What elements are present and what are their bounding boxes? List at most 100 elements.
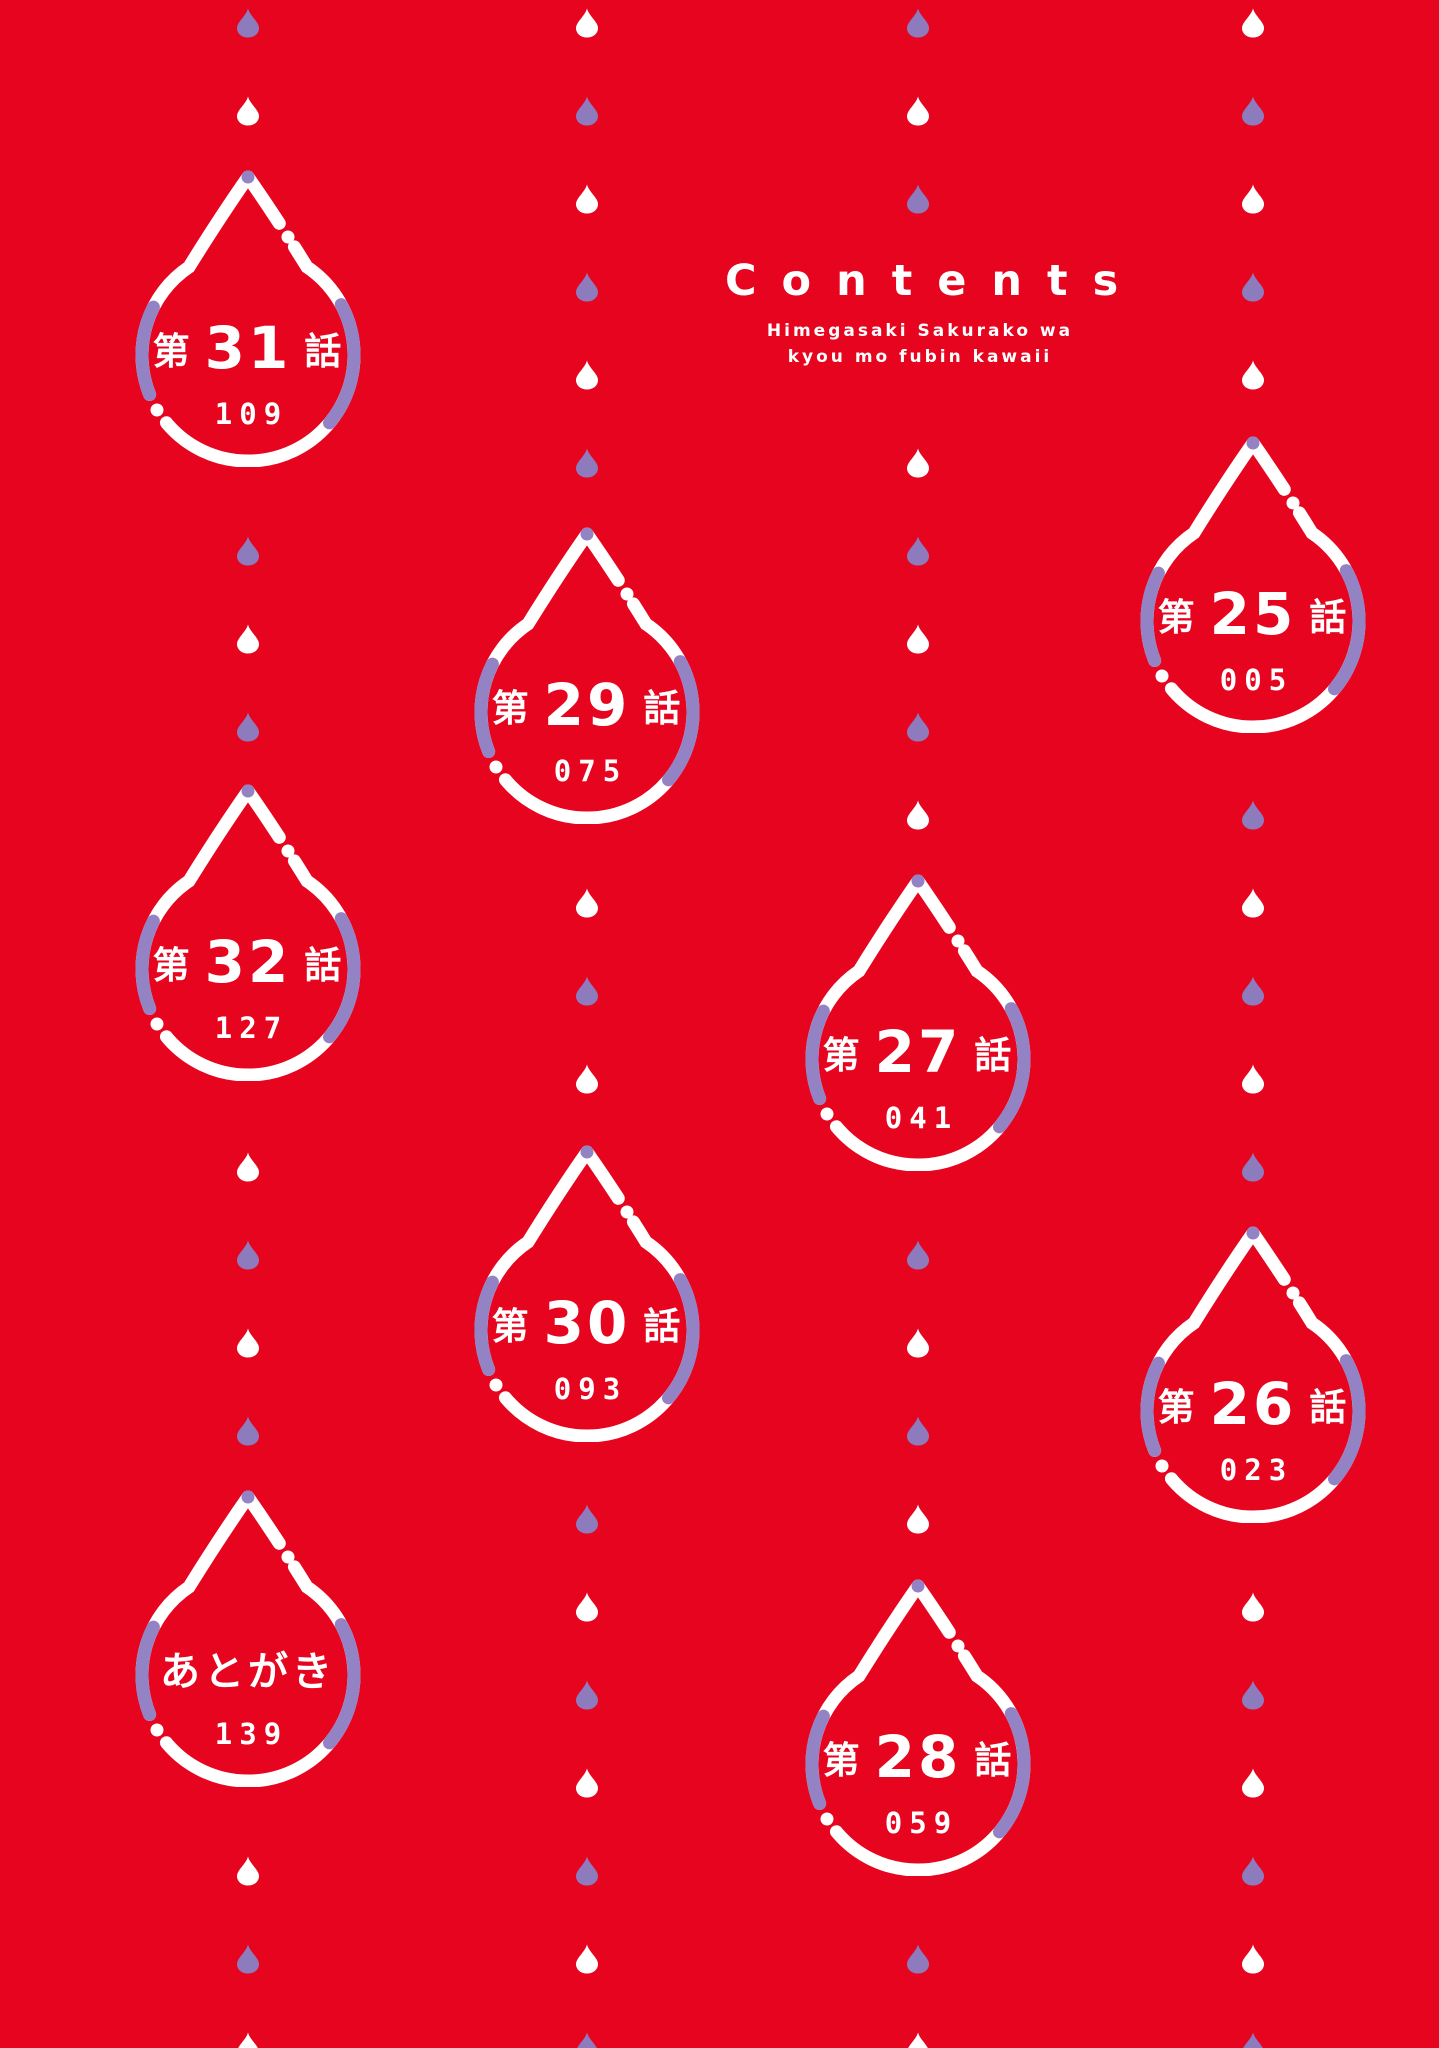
chapter-label: 第 26 話 xyxy=(1157,1370,1349,1438)
raindrop-icon xyxy=(1242,1768,1264,1798)
raindrop-icon xyxy=(237,2032,259,2048)
chapter-droplet-ch27: 第 27 話 041 xyxy=(798,871,1038,1171)
chapter-number: 27 xyxy=(874,1018,962,1086)
chapter-number: 32 xyxy=(204,928,292,996)
raindrop-icon xyxy=(237,8,259,38)
chapter-droplet-ch31: 第 31 話 109 xyxy=(128,167,368,467)
raindrop-icon xyxy=(237,536,259,566)
raindrop-icon xyxy=(1242,360,1264,390)
raindrop-icon xyxy=(237,1944,259,1974)
raindrop-icon xyxy=(237,1328,259,1358)
raindrop-icon xyxy=(1242,96,1264,126)
raindrop-icon xyxy=(907,1504,929,1534)
raindrop-icon xyxy=(576,2032,598,2048)
raindrop-icon xyxy=(1242,1152,1264,1182)
raindrop-icon xyxy=(1242,800,1264,830)
raindrop-icon xyxy=(576,1944,598,1974)
raindrop-icon xyxy=(576,8,598,38)
raindrop-icon xyxy=(1242,888,1264,918)
raindrop-icon xyxy=(907,1944,929,1974)
chapter-label: 第 31 話 xyxy=(152,314,344,382)
raindrop-icon xyxy=(1242,184,1264,214)
contents-subtitle: Himegasaki Sakurako wa kyou mo fubin kaw… xyxy=(700,318,1140,371)
raindrop-icon xyxy=(907,96,929,126)
chapter-droplet-ch25: 第 25 話 005 xyxy=(1133,433,1373,733)
raindrop-icon xyxy=(576,1680,598,1710)
chapter-number: 31 xyxy=(204,314,292,382)
raindrop-icon xyxy=(907,448,929,478)
raindrop-icon xyxy=(907,2032,929,2048)
contents-subtitle-line2: kyou mo fubin kawaii xyxy=(787,347,1053,368)
raindrop-icon xyxy=(576,1592,598,1622)
raindrop-icon xyxy=(907,1240,929,1270)
raindrop-icon xyxy=(576,888,598,918)
droplet-outline-icon xyxy=(135,1490,361,1787)
raindrop-icon xyxy=(237,1416,259,1446)
raindrop-icon xyxy=(907,8,929,38)
raindrop-icon xyxy=(1242,1856,1264,1886)
chapter-page-number: 041 xyxy=(884,1101,959,1135)
chapter-label: 第 30 話 xyxy=(491,1289,683,1357)
chapter-label: 第 28 話 xyxy=(822,1723,1014,1791)
raindrop-icon xyxy=(576,360,598,390)
raindrop-icon xyxy=(237,1856,259,1886)
title-block: Contents Himegasaki Sakurako wa kyou mo … xyxy=(700,256,1140,371)
contents-subtitle-line1: Himegasaki Sakurako wa xyxy=(766,321,1074,341)
raindrop-icon xyxy=(1242,2032,1264,2048)
chapter-page-number: 023 xyxy=(1219,1453,1294,1487)
chapter-droplet-ch29: 第 29 話 075 xyxy=(467,524,707,824)
raindrop-icon xyxy=(907,800,929,830)
raindrop-icon xyxy=(1242,1064,1264,1094)
contents-title: Contents xyxy=(725,256,1144,306)
droplet-outline-icon xyxy=(135,170,361,467)
chapter-page-number: 139 xyxy=(214,1717,289,1751)
raindrop-icon xyxy=(576,448,598,478)
raindrop-icon xyxy=(576,96,598,126)
chapter-droplet-ch32: 第 32 話 127 xyxy=(128,781,368,1081)
raindrop-icon xyxy=(576,1064,598,1094)
raindrop-icon xyxy=(907,536,929,566)
chapter-number: 26 xyxy=(1209,1370,1297,1438)
chapter-label: 第 32 話 xyxy=(152,928,344,996)
raindrop-icon xyxy=(576,1504,598,1534)
raindrop-icon xyxy=(576,1768,598,1798)
chapter-page-number: 093 xyxy=(553,1372,628,1406)
raindrop-icon xyxy=(1242,272,1264,302)
raindrop-icon xyxy=(576,976,598,1006)
chapter-label: 第 29 話 xyxy=(491,671,683,739)
raindrop-icon xyxy=(1242,1944,1264,1974)
chapter-droplet-ch30: 第 30 話 093 xyxy=(467,1142,707,1442)
chapter-page-number: 059 xyxy=(884,1806,959,1840)
raindrop-icon xyxy=(576,1856,598,1886)
raindrop-icon xyxy=(1242,1592,1264,1622)
raindrop-icon xyxy=(237,1240,259,1270)
droplet-outline-icon xyxy=(805,1579,1031,1876)
raindrop-icon xyxy=(1242,976,1264,1006)
chapter-number: 29 xyxy=(543,671,631,739)
chapter-droplet-ch28: 第 28 話 059 xyxy=(798,1576,1038,1876)
raindrop-icon xyxy=(907,1416,929,1446)
chapter-page-number: 127 xyxy=(214,1011,289,1045)
droplet-outline-icon xyxy=(135,784,361,1081)
chapter-label: 第 25 話 xyxy=(1157,580,1349,648)
droplet-outline-icon xyxy=(805,874,1031,1171)
chapter-page-number: 075 xyxy=(553,754,628,788)
droplet-outline-icon xyxy=(474,1145,700,1442)
chapter-number: 30 xyxy=(543,1289,631,1357)
chapter-droplet-atogaki: あとがき 139 xyxy=(128,1487,368,1787)
raindrop-icon xyxy=(907,712,929,742)
raindrop-icon xyxy=(237,624,259,654)
raindrop-icon xyxy=(1242,8,1264,38)
raindrop-icon xyxy=(1242,1680,1264,1710)
chapter-number: 28 xyxy=(874,1723,962,1791)
chapter-droplet-ch26: 第 26 話 023 xyxy=(1133,1223,1373,1523)
chapter-page-number: 005 xyxy=(1219,663,1294,697)
raindrop-icon xyxy=(576,184,598,214)
droplet-outline-icon xyxy=(1140,1226,1366,1523)
chapter-label: あとがき xyxy=(160,1649,336,1695)
chapter-label: 第 27 話 xyxy=(822,1018,1014,1086)
droplet-outline-icon xyxy=(1140,436,1366,733)
raindrop-icon xyxy=(907,1328,929,1358)
chapter-page-number: 109 xyxy=(214,397,289,431)
